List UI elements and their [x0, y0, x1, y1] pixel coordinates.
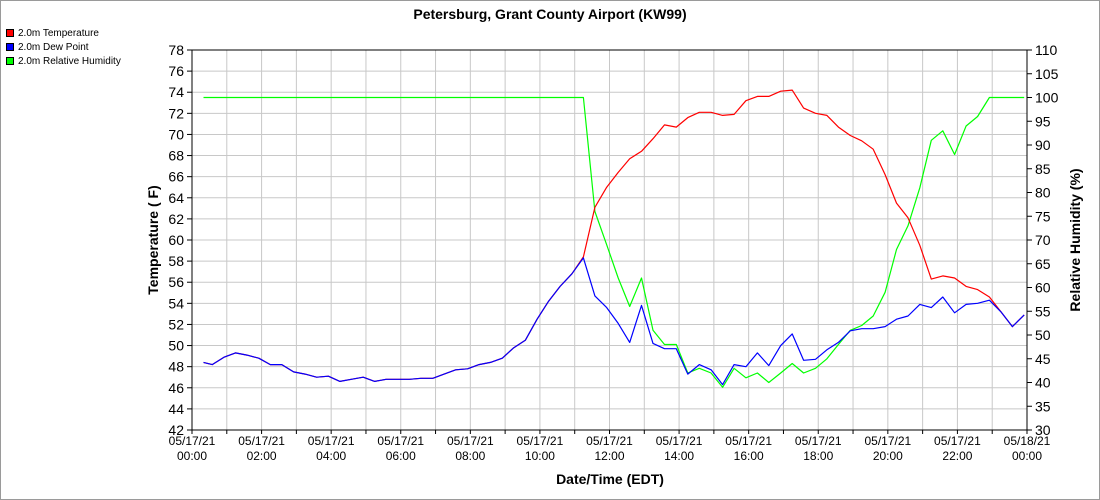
x-tick-label-time: 04:00: [316, 449, 346, 463]
left-tick-label: 72: [168, 105, 184, 121]
legend-label-relative-humidity: 2.0m Relative Humidity: [18, 56, 121, 67]
x-tick-label-date: 05/17/21: [517, 434, 564, 448]
right-tick-label: 105: [1035, 66, 1059, 82]
x-axis-label: Date/Time (EDT): [556, 471, 664, 487]
right-tick-label: 110: [1035, 42, 1058, 58]
x-tick-label-time: 14:00: [664, 449, 694, 463]
series-layer: [203, 89, 1025, 388]
right-axis-label: Relative Humidity (%): [1067, 168, 1083, 311]
x-tick-label-time: 02:00: [247, 449, 277, 463]
x-tick-label-time: 16:00: [734, 449, 764, 463]
right-tick-label: 45: [1035, 351, 1051, 367]
chart-title: Petersburg, Grant County Airport (KW99): [413, 6, 686, 22]
left-tick-label: 46: [168, 380, 184, 396]
left-tick-label: 60: [168, 232, 184, 248]
series-line-2-0m-dew-point: [203, 257, 1025, 386]
x-tick-label-date: 05/17/21: [656, 434, 703, 448]
x-tick-label-time: 08:00: [455, 449, 485, 463]
series-line-2-0m-relative-humidity: [203, 96, 1025, 388]
legend-swatch-temperature: [6, 29, 14, 37]
x-tick-label-date: 05/17/21: [864, 434, 911, 448]
left-tick-label: 54: [168, 295, 184, 311]
left-tick-label: 44: [168, 401, 184, 417]
legend-swatch-dew-point: [6, 43, 14, 51]
left-tick-label: 48: [168, 359, 184, 375]
x-tick-label-time: 00:00: [1012, 449, 1042, 463]
x-tick-label-date: 05/17/21: [238, 434, 285, 448]
x-tick-label-date: 05/17/21: [447, 434, 494, 448]
x-tick-label-time: 00:00: [177, 449, 207, 463]
right-tick-label: 70: [1035, 232, 1051, 248]
legend-swatch-relative-humidity: [6, 57, 14, 65]
right-tick-label: 40: [1035, 375, 1051, 391]
x-tick-label-date: 05/17/21: [934, 434, 981, 448]
left-axis-ticks: 42 44 46 48 50 52 54 56 58 60 62 64 66 68 70 72 74 76 78: [168, 42, 192, 438]
x-tick-label-time: 06:00: [386, 449, 416, 463]
x-tick-label-time: 18:00: [803, 449, 833, 463]
legend-item-relative-humidity: 2.0m Relative Humidity: [6, 56, 121, 68]
right-tick-label: 75: [1035, 208, 1051, 224]
right-tick-label: 95: [1035, 113, 1051, 129]
left-tick-label: 42: [168, 422, 184, 438]
right-tick-label: 85: [1035, 161, 1051, 177]
left-tick-label: 66: [168, 169, 184, 185]
left-tick-label: 56: [168, 274, 184, 290]
x-tick-label-date: 05/17/21: [169, 434, 216, 448]
right-tick-label: 30: [1035, 422, 1051, 438]
right-tick-label: 80: [1035, 185, 1051, 201]
x-tick-label-date: 05/17/21: [586, 434, 633, 448]
x-axis-ticks: 05/17/2100:0005/17/2102:0005/17/2104:000…: [169, 430, 1051, 463]
left-tick-label: 76: [168, 63, 184, 79]
x-tick-label-date: 05/17/21: [308, 434, 355, 448]
x-tick-label-time: 12:00: [594, 449, 624, 463]
left-tick-label: 62: [168, 211, 184, 227]
right-tick-label: 55: [1035, 303, 1051, 319]
x-tick-label-time: 22:00: [942, 449, 972, 463]
legend-label-temperature: 2.0m Temperature: [18, 28, 99, 39]
left-tick-label: 68: [168, 148, 184, 164]
left-tick-label: 74: [168, 84, 184, 100]
left-axis-label: Temperature ( F): [145, 185, 161, 294]
x-tick-label-time: 10:00: [525, 449, 555, 463]
left-tick-label: 78: [168, 42, 184, 58]
right-tick-label: 35: [1035, 398, 1051, 414]
right-tick-label: 90: [1035, 137, 1051, 153]
x-tick-label-date: 05/17/21: [795, 434, 842, 448]
x-tick-label-date: 05/18/21: [1004, 434, 1051, 448]
legend-label-dew-point: 2.0m Dew Point: [18, 42, 89, 53]
left-tick-label: 58: [168, 253, 184, 269]
x-tick-label-date: 05/17/21: [725, 434, 772, 448]
left-tick-label: 64: [168, 190, 184, 206]
series-line-2-0m-temperature: [203, 89, 1025, 382]
right-axis-ticks: 30 35 40 45 50 55 60 65 70 75 80 85 90 95 100 105 110: [1027, 42, 1059, 438]
legend-item-dew-point: 2.0m Dew Point: [6, 42, 89, 54]
right-tick-label: 65: [1035, 256, 1051, 272]
x-tick-label-date: 05/17/21: [377, 434, 424, 448]
right-tick-label: 50: [1035, 327, 1051, 343]
left-tick-label: 52: [168, 316, 184, 332]
right-tick-label: 60: [1035, 280, 1051, 296]
right-tick-label: 100: [1035, 90, 1059, 106]
left-tick-label: 70: [168, 126, 184, 142]
x-tick-label-time: 20:00: [873, 449, 903, 463]
legend-item-temperature: 2.0m Temperature: [6, 28, 99, 40]
left-tick-label: 50: [168, 338, 184, 354]
